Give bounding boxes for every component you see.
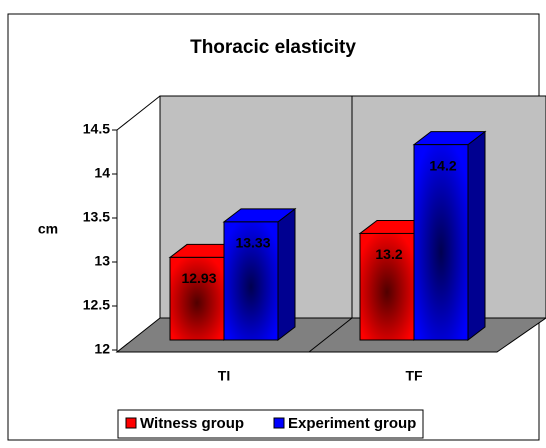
bar-side bbox=[467, 130, 486, 342]
category-divider bbox=[308, 317, 353, 353]
y-tick-label: 12.5 bbox=[83, 297, 110, 313]
x-tick-label: TF bbox=[405, 368, 423, 384]
y-tick-label: 13.5 bbox=[83, 209, 110, 225]
value-label: 13.2 bbox=[375, 246, 402, 262]
bar-side bbox=[277, 207, 296, 342]
value-label: 13.33 bbox=[235, 235, 270, 251]
legend-label: Experiment group bbox=[288, 415, 416, 432]
bar bbox=[413, 144, 469, 341]
value-label: 14.2 bbox=[429, 157, 456, 173]
wall-edge bbox=[116, 95, 161, 131]
legend-label: Witness group bbox=[140, 415, 244, 432]
x-tick-label: TI bbox=[218, 368, 230, 384]
y-tick-label: 14.5 bbox=[83, 121, 110, 137]
bar bbox=[169, 256, 225, 341]
bar bbox=[359, 232, 415, 341]
y-tick-label: 12 bbox=[94, 341, 110, 357]
bar bbox=[223, 221, 279, 341]
legend-marker bbox=[125, 417, 137, 429]
y-axis-label: cm bbox=[38, 221, 58, 237]
legend bbox=[117, 409, 424, 439]
y-tick-label: 13 bbox=[94, 253, 110, 269]
legend-marker bbox=[273, 417, 285, 429]
chart-title: Thoracic elasticity bbox=[190, 37, 356, 58]
y-tick-label: 14 bbox=[94, 165, 110, 181]
value-label: 12.93 bbox=[181, 270, 216, 286]
